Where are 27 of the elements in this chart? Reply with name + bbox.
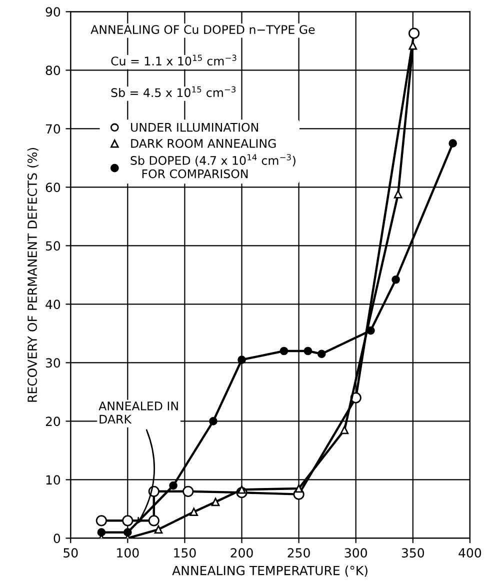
y-tick-label: 80 bbox=[46, 66, 60, 76]
x-tick-label: 100 bbox=[117, 548, 139, 558]
y-tick-label: 10 bbox=[46, 475, 60, 485]
y-tick-label: 70 bbox=[46, 124, 60, 134]
annotation: ANNEALING OF Cu DOPED n−TYPE Ge bbox=[90, 25, 315, 34]
annotation: Cu = 1.1 x 10$^{15}$ cm$^{−3}$ bbox=[111, 54, 236, 66]
y-tick-label: 20 bbox=[46, 416, 60, 426]
x-tick-label: 150 bbox=[174, 548, 196, 558]
annotation: ANNEALED IN DARK bbox=[98, 402, 178, 424]
x-axis-title: ANNEALING TEMPERATURE (°K) bbox=[172, 566, 368, 577]
x-tick-label: 350 bbox=[402, 548, 424, 558]
x-tick-label: 50 bbox=[64, 548, 78, 558]
y-tick-label: 50 bbox=[46, 241, 60, 251]
y-tick-label: 30 bbox=[46, 358, 60, 368]
y-tick-label: 40 bbox=[46, 300, 60, 310]
y-tick-label: 90 bbox=[46, 7, 60, 17]
x-tick-label: 200 bbox=[230, 548, 253, 558]
legend-label: DARK ROOM ANNEALING bbox=[131, 138, 276, 148]
text: Sb DOPED (4.7 x 10$^{14}$ cm$^{−3}$) FOR COMPARISON bbox=[130, 154, 296, 178]
y-tick-label: 60 bbox=[46, 182, 60, 192]
x-tick-label: 400 bbox=[458, 548, 482, 558]
y-axis-title: RECOVERY OF PERMANENT DEFECTS (%) bbox=[27, 148, 38, 402]
y-tick-label: 0 bbox=[54, 534, 60, 544]
annotation: Sb = 4.5 x 10$^{15}$ cm$^{−3}$ bbox=[111, 86, 236, 98]
x-tick-label: 250 bbox=[288, 548, 310, 558]
x-tick-label: 300 bbox=[344, 548, 367, 558]
legend-label: UNDER ILLUMINATION bbox=[131, 122, 258, 132]
